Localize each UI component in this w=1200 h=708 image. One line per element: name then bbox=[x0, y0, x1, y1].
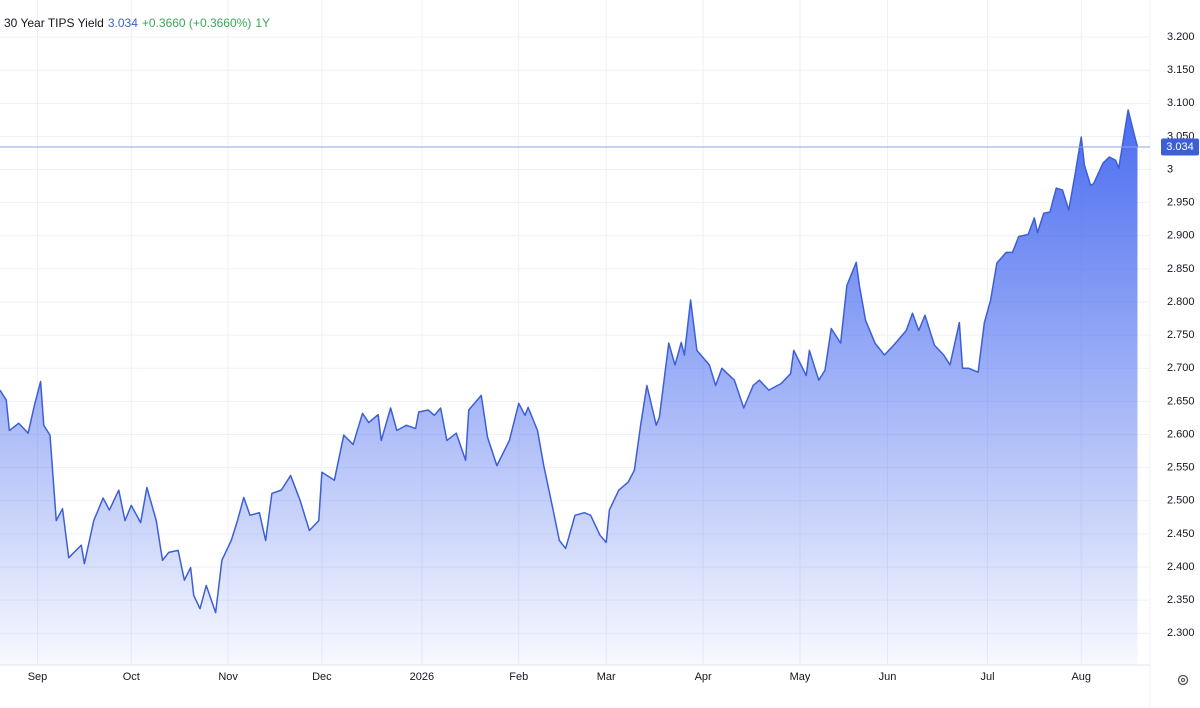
y-tick-label: 2.700 bbox=[1167, 362, 1195, 374]
y-tick-label: 2.650 bbox=[1167, 395, 1195, 407]
y-tick-label: 2.950 bbox=[1167, 197, 1195, 209]
y-tick-label: 3 bbox=[1167, 163, 1173, 175]
x-tick-label: Jun bbox=[879, 671, 897, 683]
x-tick-label: Nov bbox=[218, 671, 238, 683]
y-tick-label: 3.200 bbox=[1167, 31, 1195, 43]
x-tick-label: Aug bbox=[1071, 671, 1091, 683]
plot bbox=[0, 109, 1139, 665]
y-tick-label: 3.100 bbox=[1167, 97, 1195, 109]
x-tick-label: 2026 bbox=[410, 671, 434, 683]
y-tick-label: 2.500 bbox=[1167, 495, 1195, 507]
change: +0.3660 (+0.3660%) bbox=[142, 16, 251, 30]
y-tick-label: 2.400 bbox=[1167, 561, 1195, 573]
x-tick-label: Mar bbox=[597, 671, 616, 683]
range: 1Y bbox=[255, 16, 270, 30]
chart-title: 30 Year TIPS Yield bbox=[4, 16, 104, 30]
x-tick-label: Apr bbox=[695, 671, 712, 683]
last-value-label: 3.034 bbox=[1166, 141, 1194, 153]
line bbox=[0, 109, 1139, 614]
x-tick-label: May bbox=[790, 671, 811, 683]
y-tick-label: 2.850 bbox=[1167, 263, 1195, 275]
y-tick-label: 2.900 bbox=[1167, 230, 1195, 242]
x-tick-label: Oct bbox=[123, 671, 140, 683]
y-tick-label: 2.750 bbox=[1167, 329, 1195, 341]
header: 30 Year TIPS Yield 3.034 +0.3660 (+0.3660%… bbox=[4, 16, 270, 30]
x-tick-label: Jul bbox=[980, 671, 994, 683]
x-tick-label: Dec bbox=[312, 671, 332, 683]
y-tick-label: 2.300 bbox=[1167, 627, 1195, 639]
x-tick-label: Sep bbox=[28, 671, 48, 683]
y-tick-label: 2.450 bbox=[1167, 528, 1195, 540]
y-tick-label: 2.350 bbox=[1167, 594, 1195, 606]
y-tick-label: 2.550 bbox=[1167, 462, 1195, 474]
settings-icon[interactable] bbox=[1177, 674, 1189, 686]
area bbox=[0, 109, 1138, 665]
gear[interactable] bbox=[1177, 674, 1189, 686]
x-tick-label: Feb bbox=[509, 671, 528, 683]
last-value: 3.034 bbox=[108, 16, 138, 30]
y-tick-label: 2.600 bbox=[1167, 428, 1195, 440]
y-tick-label: 2.800 bbox=[1167, 296, 1195, 308]
y-tick-label: 3.150 bbox=[1167, 64, 1195, 76]
last-value-badge bbox=[1161, 138, 1199, 156]
gear-hub[interactable] bbox=[1180, 677, 1186, 683]
